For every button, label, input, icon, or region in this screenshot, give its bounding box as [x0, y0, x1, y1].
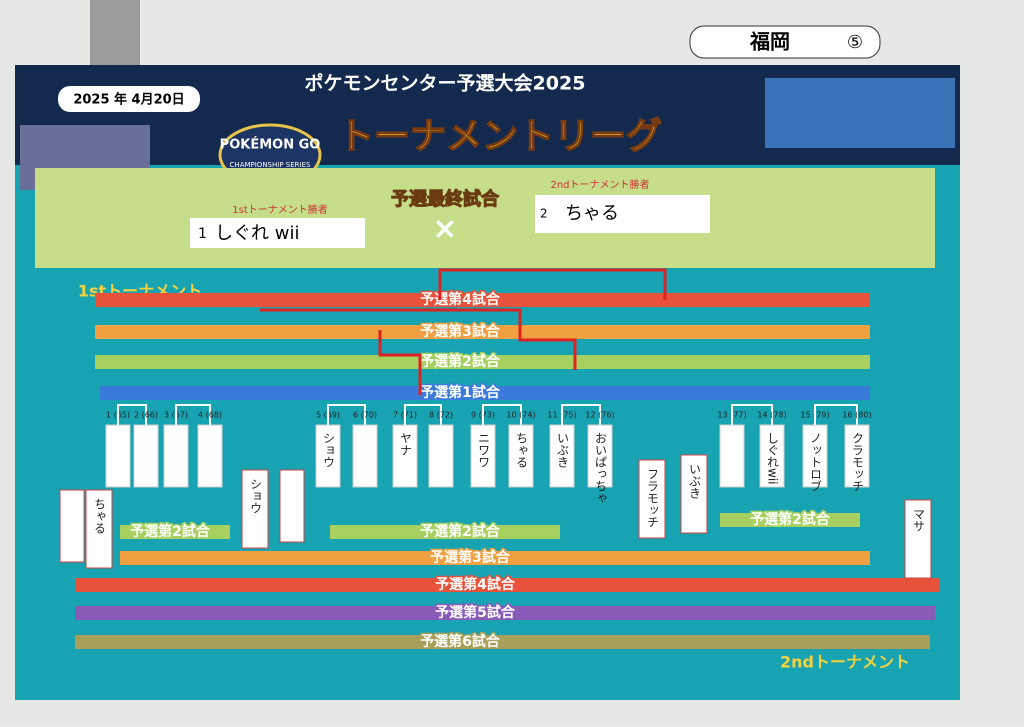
bracket-line — [482, 404, 522, 425]
entry-name: いぶき — [688, 463, 702, 499]
round-band — [120, 551, 870, 565]
entry-name: フラモッチ — [646, 468, 660, 528]
player-name: ニワワ — [477, 432, 491, 468]
slot-label: 4 (68) — [198, 411, 222, 420]
venue-box — [689, 25, 881, 59]
round-label: 予選第5試合 — [435, 604, 516, 621]
slot-label: 2 (66) — [134, 411, 158, 420]
round-label: 予選第2試合 — [420, 523, 501, 540]
round-band — [100, 386, 870, 400]
round-label: 予選第4試合 — [435, 576, 516, 593]
player-name: ヤナ — [399, 432, 413, 456]
right-label: 2ndトーナメント勝者 — [550, 178, 649, 191]
result-line — [260, 268, 667, 395]
left-box — [190, 218, 365, 248]
entry-name: ちゃる — [93, 498, 107, 534]
slot-box — [392, 424, 418, 488]
logo-sub: CHAMPIONSHIP SERIES — [230, 161, 311, 169]
round-label: 予選第3試合 — [420, 323, 501, 340]
player-name: ちゃる — [515, 432, 529, 468]
logo-text: POKÉMON GO — [220, 137, 321, 153]
player-name: おいぱっちゃ — [594, 432, 608, 504]
player-name: ショウ — [322, 432, 336, 468]
vs: × — [432, 212, 457, 247]
round-label: 予選第2試合 — [130, 523, 211, 540]
bracket-line — [561, 404, 601, 425]
bracket-line — [731, 404, 773, 425]
slot-label: 10 (74) — [506, 411, 535, 420]
player-name: いぶき — [556, 432, 570, 468]
slot-box — [549, 424, 575, 488]
entry-name: マサ — [912, 508, 926, 532]
right-name: ちゃる — [565, 203, 619, 224]
round-band — [95, 325, 870, 339]
round-band — [75, 578, 940, 592]
round-label: 予選第1試合 — [420, 384, 501, 401]
slot-box — [470, 424, 496, 488]
venue-number: ⑤ — [847, 32, 863, 53]
second-title: 2ndトーナメント — [780, 653, 910, 672]
slot-box — [428, 424, 454, 488]
round-label: 予選第3試合 — [430, 549, 511, 566]
slot-box — [163, 424, 189, 488]
slot-label: 12 (76) — [585, 411, 614, 420]
entry-box — [638, 459, 666, 539]
slot-box — [759, 424, 785, 488]
player-name: しぐれwii — [766, 432, 780, 485]
left-seed: 1 — [198, 226, 207, 242]
slot-box — [844, 424, 870, 488]
round-band — [95, 355, 870, 369]
entry-box — [680, 454, 708, 534]
entry-box — [59, 489, 85, 563]
art-right — [765, 78, 955, 148]
player-name: クラモッチ — [851, 432, 865, 492]
entry-box — [85, 489, 113, 569]
slot-box — [105, 424, 131, 488]
bracket-line — [327, 404, 366, 425]
poster-title: トーナメントリーグ — [338, 116, 662, 157]
slot-box — [315, 424, 341, 488]
round-label: 予選第2試合 — [750, 511, 831, 528]
date: 2025 年 4月20日 — [73, 92, 184, 108]
final-title: 予選最終試合 — [391, 188, 500, 210]
player-name: ノットロブ — [809, 432, 823, 492]
slot-box — [197, 424, 223, 488]
slot-label: 8 (72) — [429, 411, 453, 420]
slot-box — [587, 424, 613, 488]
slot-box — [133, 424, 159, 488]
round-band — [75, 606, 935, 620]
round-band — [75, 635, 930, 649]
round-label: 予選第4試合 — [420, 291, 501, 308]
slot-label: 16 (80) — [842, 411, 871, 420]
slot-label: 14 (78) — [757, 411, 786, 420]
left-label: 1stトーナメント勝者 — [232, 203, 328, 216]
slot-label: 6 (70) — [353, 411, 377, 420]
date-box — [58, 86, 200, 112]
right-box — [535, 195, 710, 233]
round-band — [720, 513, 860, 527]
bracket-line — [117, 404, 147, 425]
round-label: 予選第6試合 — [420, 633, 501, 650]
bracket-line — [175, 404, 211, 425]
event-title: ポケモンセンター予選大会2025 — [305, 72, 586, 95]
entry-box — [241, 469, 269, 549]
slot-box — [719, 424, 745, 488]
right-seed: 2 — [540, 207, 548, 221]
venue: 福岡 — [749, 30, 790, 54]
bracket-line — [814, 404, 858, 425]
entry-box — [904, 499, 932, 579]
frame — [90, 0, 140, 70]
entry-name: ショウ — [249, 478, 263, 514]
left-name: しぐれ wii — [215, 223, 299, 244]
slot-box — [352, 424, 378, 488]
round-band — [120, 525, 230, 539]
final-panel — [35, 168, 935, 268]
bracket-line — [404, 404, 442, 425]
slot-box — [508, 424, 534, 488]
entry-box — [279, 469, 305, 543]
round-band — [95, 293, 870, 307]
round-band — [330, 525, 560, 539]
round-label: 予選第2試合 — [420, 353, 501, 370]
